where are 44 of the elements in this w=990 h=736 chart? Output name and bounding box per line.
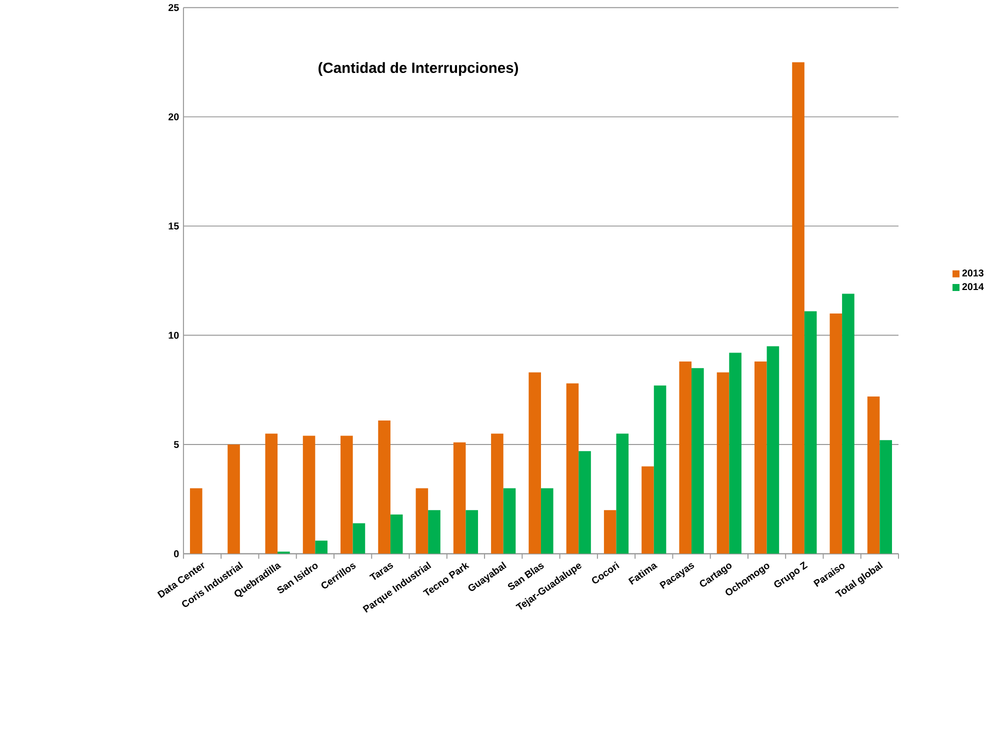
bar [830,314,842,554]
y-tick-label: 15 [168,222,179,230]
bar [754,362,767,554]
bar [228,444,240,554]
bar [390,514,403,554]
bar [466,510,478,554]
bar [378,420,390,554]
bar [654,386,666,554]
bar [880,440,892,554]
bar [604,510,616,554]
bar [729,352,742,554]
bar [842,294,854,554]
bar [540,488,554,554]
legend-label: 2013 [962,270,984,277]
bar [716,372,730,554]
bar [428,510,440,554]
bar [416,488,428,554]
bar [453,442,466,554]
bar [642,466,654,554]
bar [867,396,880,554]
bar [692,368,704,554]
y-tick-label: 0 [174,550,179,558]
bar [491,434,504,554]
bar [528,372,541,554]
y-tick-label: 10 [168,332,179,339]
bar [766,346,780,554]
bar [616,434,629,554]
bar [566,384,579,554]
y-tick-label: 20 [168,114,179,120]
bar [503,488,516,554]
bar [190,488,202,554]
bar [302,436,316,554]
bar [352,523,366,554]
y-tick-label: 5 [174,441,179,448]
legend-label: 2014 [962,283,984,290]
bar [679,362,692,554]
y-tick-label: 25 [168,4,179,12]
bar [315,540,328,554]
bar [578,451,591,554]
text: (Cantidad de Interrupciones) [318,62,518,76]
bar [340,436,353,554]
bar [265,434,278,554]
bar [804,311,817,554]
bar [792,62,804,554]
